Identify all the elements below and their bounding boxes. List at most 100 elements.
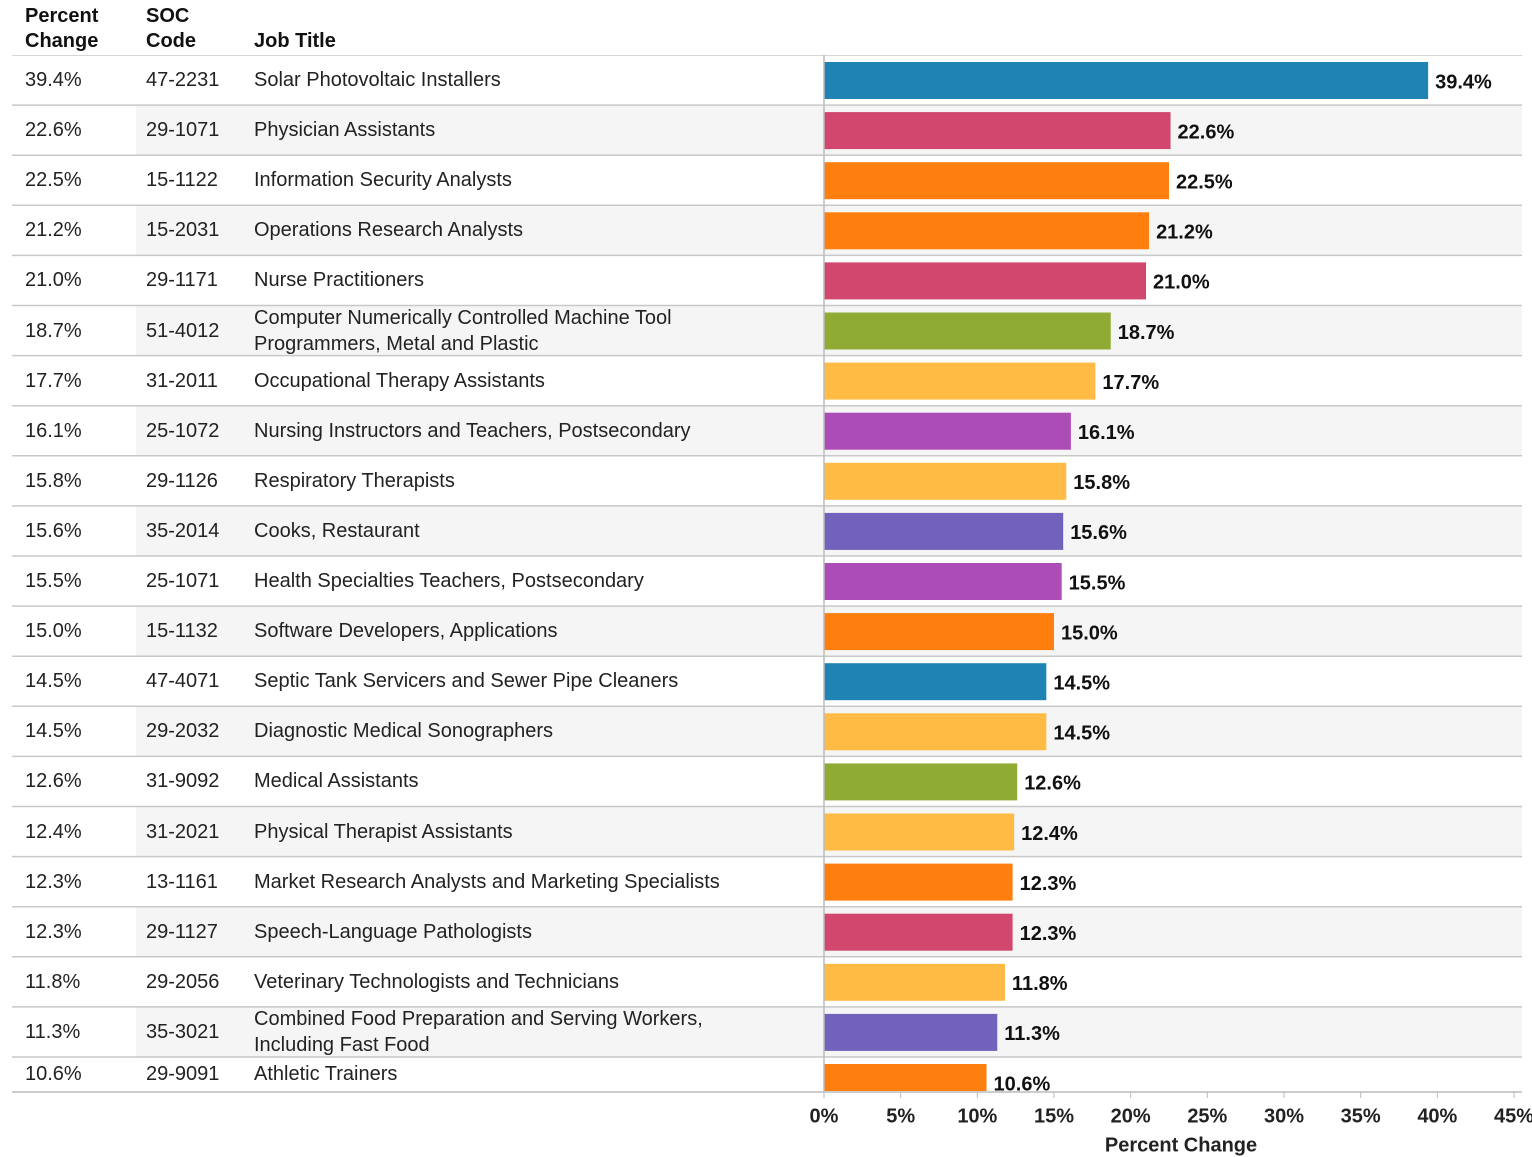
- bar-label: 17.7%: [1102, 372, 1159, 394]
- bar-label: 15.6%: [1070, 522, 1127, 544]
- percent-cell: 14.5%: [25, 670, 82, 693]
- bar-label: 12.4%: [1021, 823, 1078, 845]
- bar: [824, 212, 1150, 250]
- x-axis-title: Percent Change: [1105, 1134, 1257, 1156]
- bar: [824, 663, 1047, 701]
- column-header: Job Title: [254, 30, 336, 52]
- job-title-cell: Medical Assistants: [254, 770, 419, 793]
- x-tick-label: 45%: [1494, 1105, 1532, 1127]
- percent-cell: 10.6%: [25, 1063, 82, 1086]
- percent-cell: 39.4%: [25, 69, 82, 92]
- job-title-cell: Combined Food Preparation and Serving Wo…: [254, 1007, 703, 1056]
- soc-cell: 25-1071: [146, 570, 220, 593]
- job-title-cell: Physician Assistants: [254, 119, 436, 142]
- bar: [824, 162, 1169, 200]
- bar: [824, 112, 1171, 150]
- bar-label: 21.0%: [1153, 272, 1210, 294]
- job-title-cell: Nursing Instructors and Teachers, Postse…: [254, 419, 691, 442]
- soc-cell: 31-9092: [146, 770, 220, 793]
- bar-label: 12.3%: [1020, 873, 1077, 895]
- bar: [824, 312, 1111, 350]
- bar: [824, 462, 1067, 500]
- bar-label: 21.2%: [1156, 222, 1213, 244]
- job-title-cell: Septic Tank Servicers and Sewer Pipe Cle…: [254, 670, 679, 693]
- percent-cell: 11.3%: [25, 1020, 81, 1043]
- percent-cell: 15.8%: [25, 469, 82, 492]
- x-tick-label: 0%: [810, 1105, 839, 1127]
- bar: [824, 963, 1005, 1001]
- percent-cell: 15.5%: [25, 570, 82, 593]
- bar: [824, 512, 1064, 550]
- bar-label: 15.8%: [1073, 472, 1130, 494]
- job-title-cell: Operations Research Analysts: [254, 219, 524, 242]
- bar-label: 16.1%: [1078, 422, 1135, 444]
- percent-cell: 21.0%: [25, 269, 82, 292]
- job-title-cell: Solar Photovoltaic Installers: [254, 69, 501, 92]
- percent-cell: 12.6%: [25, 770, 82, 793]
- x-tick-label: 5%: [886, 1105, 915, 1127]
- bar-label: 11.3%: [1004, 1023, 1060, 1045]
- job-title-cell: Respiratory Therapists: [254, 469, 455, 492]
- soc-cell: 29-1126: [146, 469, 218, 492]
- job-title-cell: Health Specialties Teachers, Postseconda…: [254, 570, 644, 593]
- x-tick-label: 35%: [1341, 1105, 1381, 1127]
- percent-cell: 16.1%: [25, 419, 82, 442]
- job-title-cell: Computer Numerically Controlled Machine …: [254, 306, 672, 355]
- job-title-cell: Speech-Language Pathologists: [254, 920, 532, 943]
- job-title-cell: Information Security Analysts: [254, 169, 512, 192]
- bar: [824, 713, 1047, 751]
- soc-cell: 47-4071: [146, 670, 220, 693]
- soc-cell: 29-2032: [146, 720, 220, 743]
- bar: [824, 563, 1062, 600]
- x-axis: 0% 5% 10% 15% 20% 25% 30% 35% 40% 45% Percent Chan…: [810, 1092, 1532, 1156]
- soc-cell: 31-2021: [146, 820, 220, 843]
- bar-label: 11.8%: [1012, 973, 1068, 995]
- bar-label: 14.5%: [1053, 723, 1110, 745]
- percent-cell: 12.3%: [25, 870, 82, 893]
- percent-cell: 22.6%: [25, 119, 82, 142]
- soc-cell: 29-9091: [146, 1063, 220, 1086]
- soc-cell: 29-1071: [146, 119, 220, 142]
- x-tick-label: 40%: [1417, 1105, 1457, 1127]
- bar: [824, 763, 1018, 801]
- bar: [824, 813, 1015, 851]
- rows: 39.4% 22.6% 22.5% 21.2% 21.0% 18.7% 17.7% 16.1%…: [12, 55, 1522, 1095]
- percent-cell: 15.6%: [25, 519, 82, 542]
- percent-cell: 15.0%: [25, 620, 82, 643]
- bar-label: 12.3%: [1020, 923, 1077, 945]
- bar-label: 15.5%: [1069, 572, 1126, 594]
- bar: [824, 863, 1013, 901]
- soc-cell: 35-2014: [146, 519, 220, 542]
- percent-cell: 12.4%: [25, 820, 82, 843]
- soc-cell: 47-2231: [146, 69, 220, 92]
- percent-cell: 12.3%: [25, 920, 82, 943]
- soc-cell: 25-1072: [146, 419, 220, 442]
- job-title-cell: Nurse Practitioners: [254, 269, 425, 292]
- bar-label: 22.5%: [1176, 171, 1233, 193]
- bar: [824, 262, 1146, 300]
- bar: [824, 1064, 987, 1091]
- bar: [824, 362, 1096, 400]
- percent-cell: 17.7%: [25, 369, 82, 392]
- x-tick-label: 15%: [1034, 1105, 1074, 1127]
- bar-label: 10.6%: [994, 1073, 1051, 1095]
- bar: [824, 62, 1429, 99]
- soc-cell: 51-4012: [146, 319, 220, 342]
- bar-label: 15.0%: [1061, 622, 1118, 644]
- soc-cell: 13-1161: [146, 870, 218, 893]
- column-header: Percent Change: [25, 5, 99, 52]
- job-title-cell: Veterinary Technologists and Technicians: [254, 970, 620, 993]
- soc-cell: 29-1171: [146, 269, 218, 292]
- x-tick-label: 25%: [1187, 1105, 1227, 1127]
- x-tick-label: 10%: [957, 1105, 997, 1127]
- job-title-cell: Software Developers, Applications: [254, 620, 558, 643]
- x-tick-label: 20%: [1111, 1105, 1151, 1127]
- job-title-cell: Diagnostic Medical Sonographers: [254, 720, 554, 743]
- column-header: SOC Code: [146, 5, 196, 52]
- job-title-cell: Market Research Analysts and Marketing S…: [254, 870, 720, 893]
- bar-label: 18.7%: [1118, 322, 1175, 344]
- percent-cell: 22.5%: [25, 169, 82, 192]
- job-title-cell: Athletic Trainers: [254, 1063, 398, 1086]
